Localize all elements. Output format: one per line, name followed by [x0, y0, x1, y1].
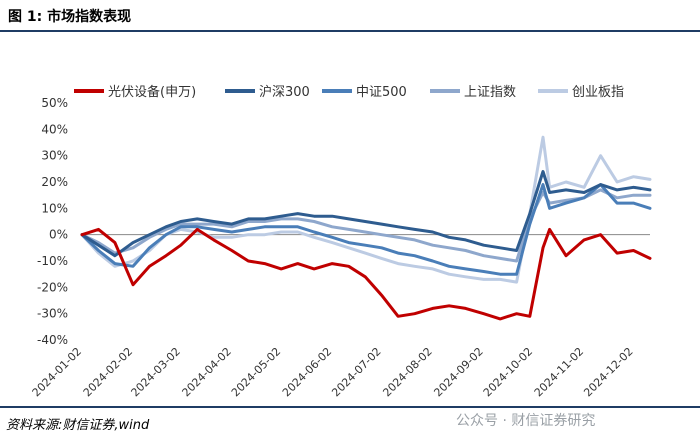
source-note: 资料来源:财信证券,wind — [6, 418, 150, 433]
x-tick-label: 2024-03-02 — [129, 345, 183, 399]
y-tick-label: 40% — [41, 122, 68, 136]
series-line — [80, 188, 652, 263]
legend-label: 上证指数 — [464, 85, 516, 100]
x-tick-label: 2024-04-02 — [180, 345, 234, 399]
y-tick-label: 0% — [49, 228, 68, 242]
y-tick-label: -20% — [37, 280, 68, 294]
watermark: 公众号 · 财信证券研究 — [456, 413, 596, 429]
y-tick-label: -40% — [37, 333, 68, 347]
y-tick-label: 30% — [41, 149, 68, 163]
x-tick-label: 2024-05-02 — [229, 345, 283, 399]
series-line — [80, 135, 652, 284]
x-tick-label: 2024-11-02 — [532, 345, 586, 399]
x-tick-label: 2024-12-02 — [581, 345, 635, 399]
series-line — [80, 170, 652, 258]
legend-label: 光伏设备(申万) — [108, 84, 196, 100]
legend-label: 中证500 — [356, 85, 407, 100]
y-tick-label: -30% — [37, 307, 68, 321]
x-tick-label: 2024-10-02 — [481, 345, 535, 399]
series-line — [80, 227, 652, 321]
x-tick-label: 2024-02-02 — [81, 345, 135, 399]
x-tick-label: 2024-08-02 — [380, 345, 434, 399]
y-tick-label: 20% — [41, 175, 68, 189]
series-line — [80, 183, 652, 276]
chart-series — [80, 135, 652, 321]
chart-legend: 光伏设备(申万) 沪深300 中证500 上证指数 创业板指 — [74, 84, 624, 100]
top-rule — [0, 30, 700, 32]
x-tick-label: 2024-09-02 — [431, 345, 485, 399]
bottom-rule — [0, 406, 700, 408]
legend-label: 沪深300 — [259, 84, 310, 100]
y-tick-label: 10% — [41, 201, 68, 215]
x-tick-label: 2024-01-02 — [30, 345, 84, 399]
chart-axes: -40% -30% -20% -10% 0% 10% 20% 30% 40% 50% 2024-01… — [30, 96, 650, 399]
legend-label: 创业板指 — [572, 85, 624, 100]
x-tick-label: 2024-07-02 — [329, 345, 383, 399]
y-tick-label: -10% — [37, 254, 68, 268]
x-tick-label: 2024-06-02 — [280, 345, 334, 399]
y-tick-label: 50% — [41, 96, 68, 110]
figure-title: 图 1: 市场指数表现 — [8, 9, 132, 25]
